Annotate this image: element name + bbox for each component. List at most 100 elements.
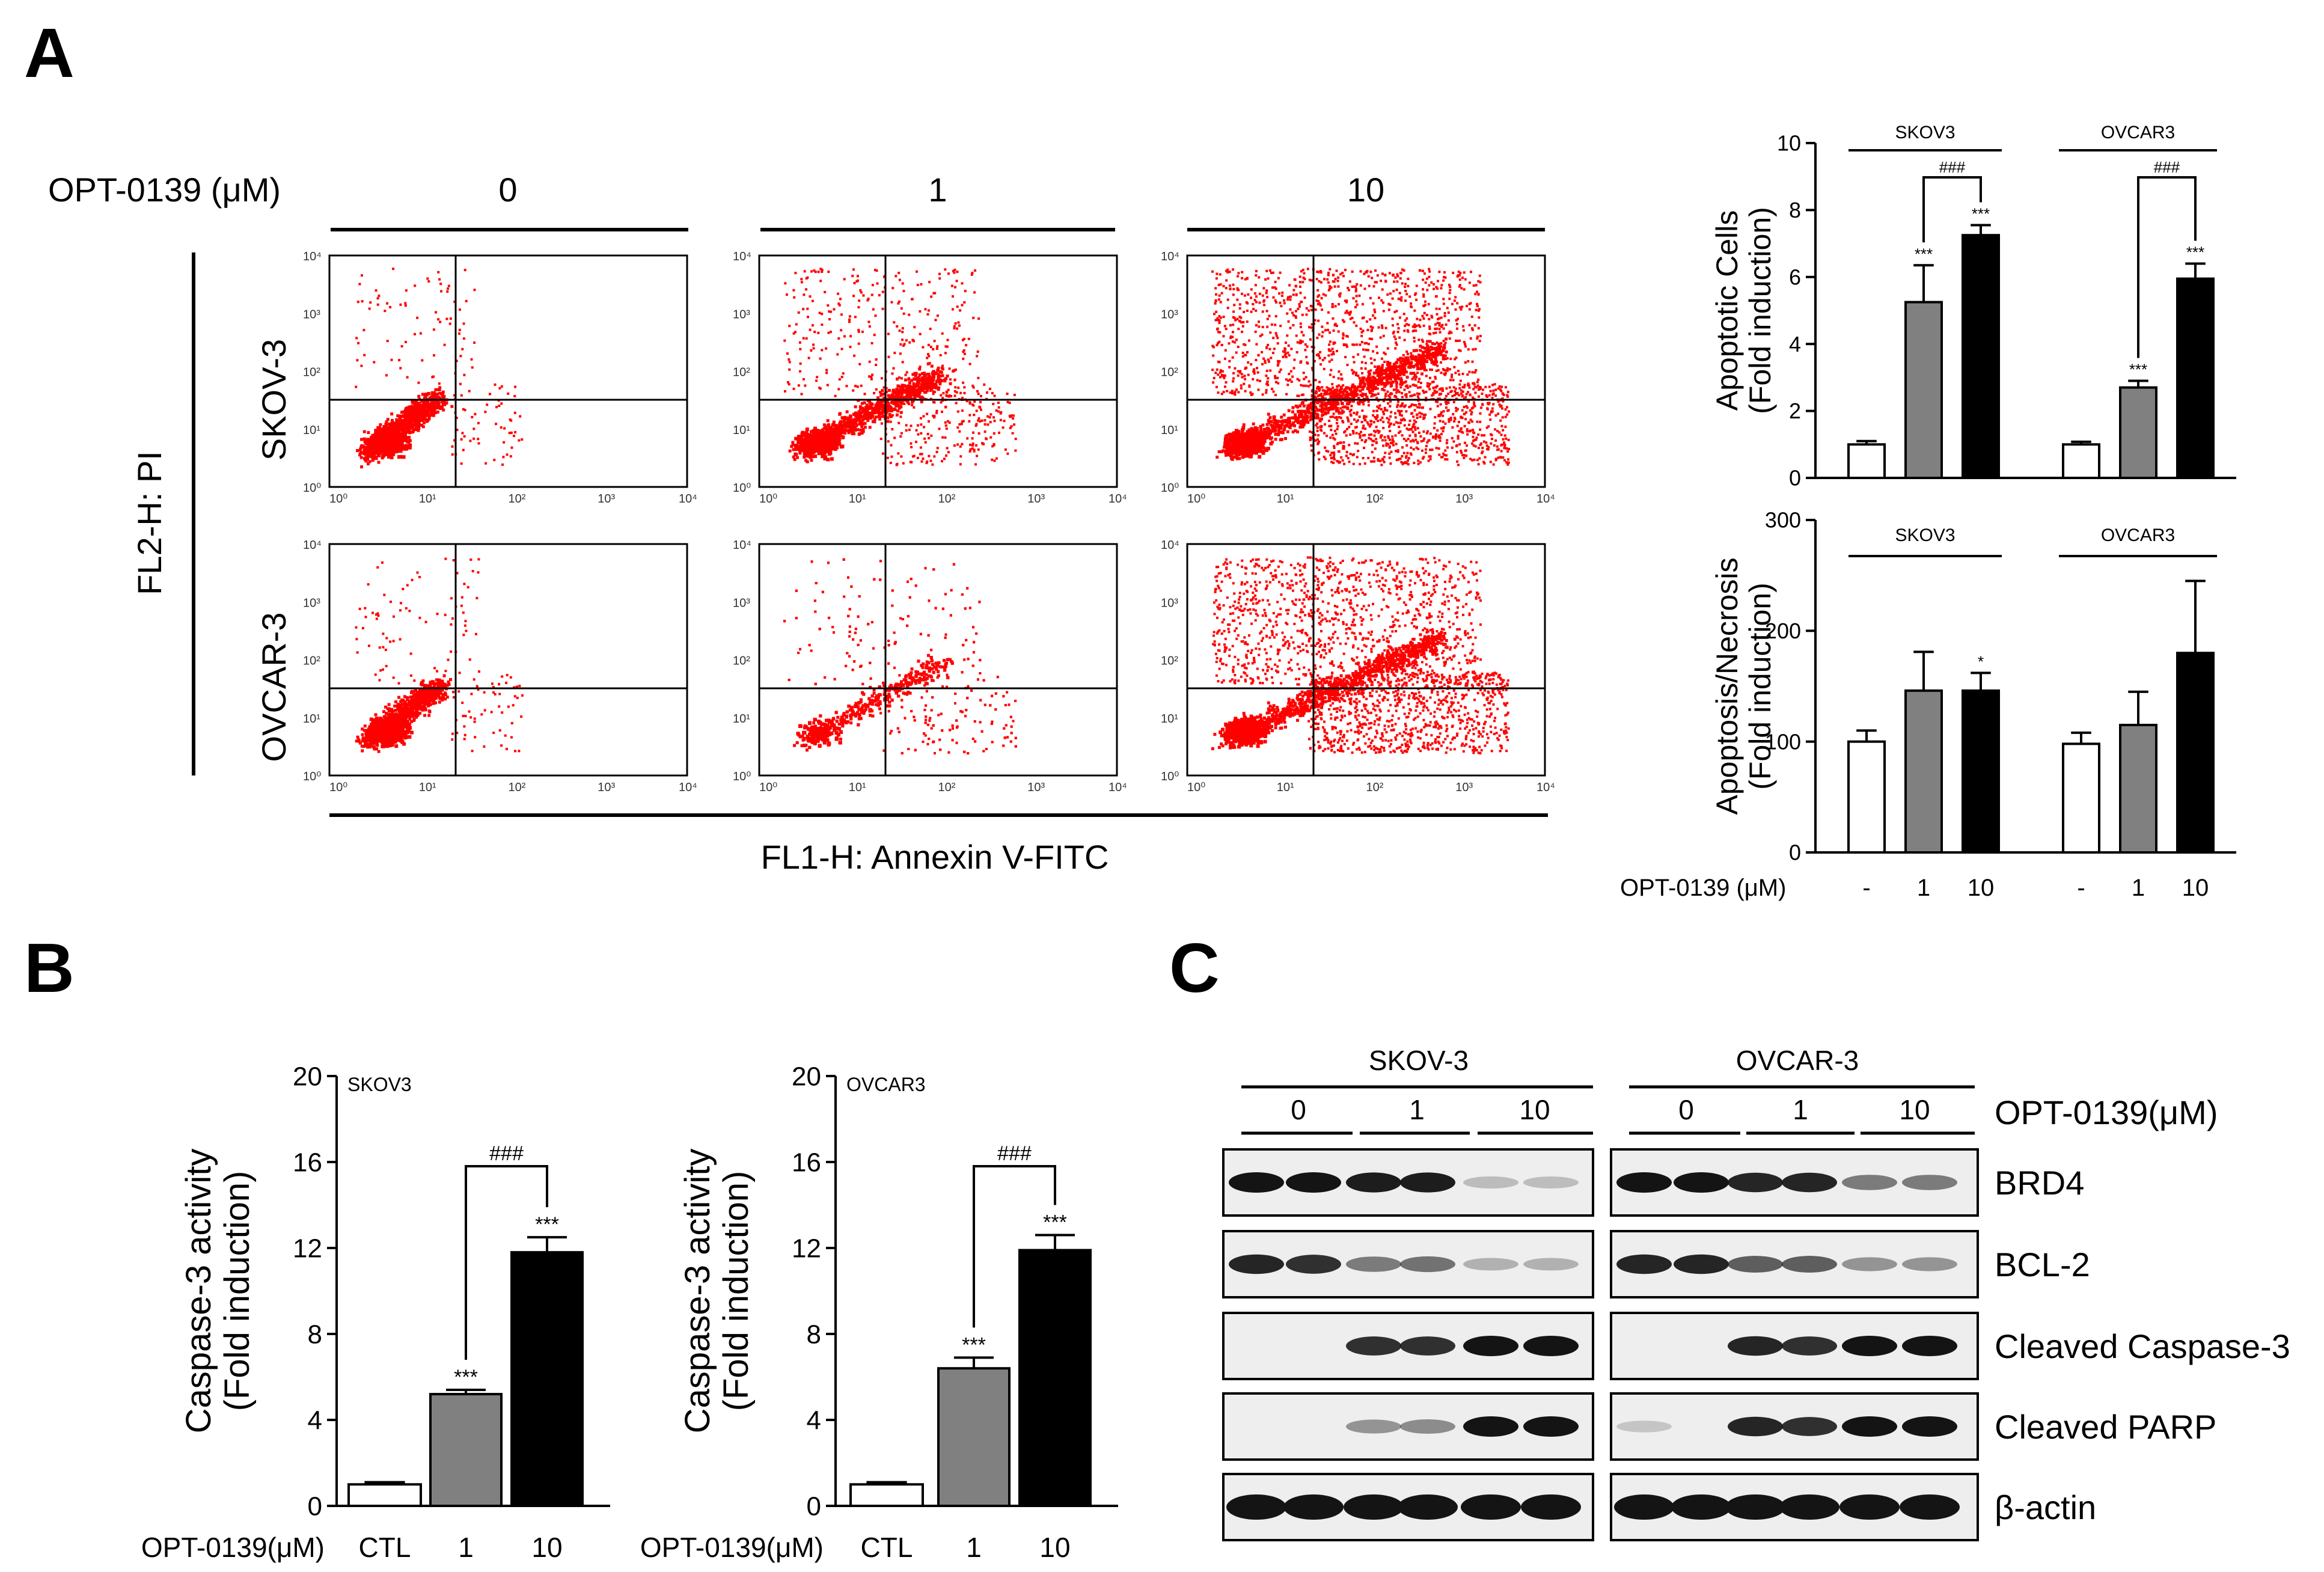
cell-dot [460,394,463,397]
cell-dot [900,393,904,396]
cell-dot [1222,449,1225,453]
cell-dot [362,437,366,441]
cell-dot [860,415,864,418]
cell-dot [876,282,879,285]
cell-dot [977,393,980,396]
cell-dot [418,402,421,405]
cell-dot [409,423,412,426]
cell-dot [899,435,902,438]
cell-dot [400,443,404,447]
cell-dot [1357,397,1360,400]
cell-dot [440,290,442,293]
cell-dot [1270,420,1273,423]
cell-dot [1328,406,1332,410]
cell-dot [360,438,363,441]
cell-dot [1238,371,1241,374]
cell-dot [867,407,871,411]
cell-dot [891,428,894,430]
cell-dot [409,415,413,418]
cell-dot [804,435,809,438]
cell-dot [890,301,893,304]
cell-dot [819,268,822,271]
cell-dot [936,369,940,372]
cell-dot [824,433,828,438]
cell-dot [1412,349,1416,352]
cell-dot [917,433,920,436]
cell-dot [1442,356,1445,359]
cell-dot [1320,417,1323,421]
cell-dot [878,415,881,418]
cell-dot [358,453,362,457]
cell-dot [413,411,417,415]
cell-dot [1315,412,1319,416]
cell-dot [852,432,856,436]
cell-dot [813,331,816,334]
cell-dot [851,275,854,277]
cell-dot [1274,422,1278,426]
cell-dot [1010,425,1013,428]
cell-dot [1367,385,1371,389]
cell-dot [854,385,857,388]
cell-dot [1253,444,1258,447]
cell-dot [931,380,934,384]
cell-dot [873,269,876,272]
cell-dot [1383,382,1387,385]
cell-dot [956,271,959,274]
cell-dot [837,435,841,439]
cell-dot [462,408,465,411]
cell-dot [913,326,916,329]
cell-dot [879,405,883,408]
cell-dot [860,424,864,428]
cell-dot [399,415,402,418]
cell-dot [1402,373,1405,376]
cell-dot [888,396,892,400]
cell-dot [938,370,941,373]
cell-dot [1423,346,1427,350]
x-tick-label: 10¹ [849,492,866,506]
cell-dot [919,310,922,313]
cell-dot [400,345,403,347]
cell-dot [1243,448,1247,452]
cell-dot [1259,425,1262,428]
cell-dot [477,438,480,441]
cell-dot [453,439,456,442]
cell-dot [993,394,996,397]
cell-dot [399,367,402,370]
cell-dot [972,316,975,319]
cell-dot [1371,389,1374,392]
cell-dot [928,379,931,382]
cell-dot [961,282,964,285]
panel-label-a: A [24,14,75,92]
cell-dot [408,417,411,421]
cell-dot [886,416,890,420]
cell-dot [381,433,385,437]
cell-dot [385,441,390,445]
cell-dot [1226,444,1230,448]
cell-dot [381,427,385,431]
cell-dot [916,380,919,384]
cell-dot [1283,428,1286,432]
cell-dot [386,427,390,431]
cell-dot [801,439,806,443]
cell-dot [1388,377,1392,381]
cell-dot [863,393,866,396]
cell-dot [423,393,426,396]
cell-dot [1235,444,1240,448]
cell-dot [1394,366,1398,369]
cell-dot [827,304,830,307]
cell-dot [1248,444,1252,448]
flow-x-axis-label: FL1-H: Annexin V-FITC [761,838,1109,876]
cell-dot [431,402,435,406]
cell-dot [857,417,861,420]
cell-dot [359,446,362,450]
y-tick-label: 10⁰ [733,482,751,495]
cell-dot [911,403,914,406]
cell-dot [395,424,399,428]
cell-dot [989,387,991,390]
cell-dot [834,394,837,397]
cell-dot [388,426,391,430]
cell-dot [882,386,885,389]
cell-dot [1394,379,1398,382]
cell-dot [803,453,806,457]
